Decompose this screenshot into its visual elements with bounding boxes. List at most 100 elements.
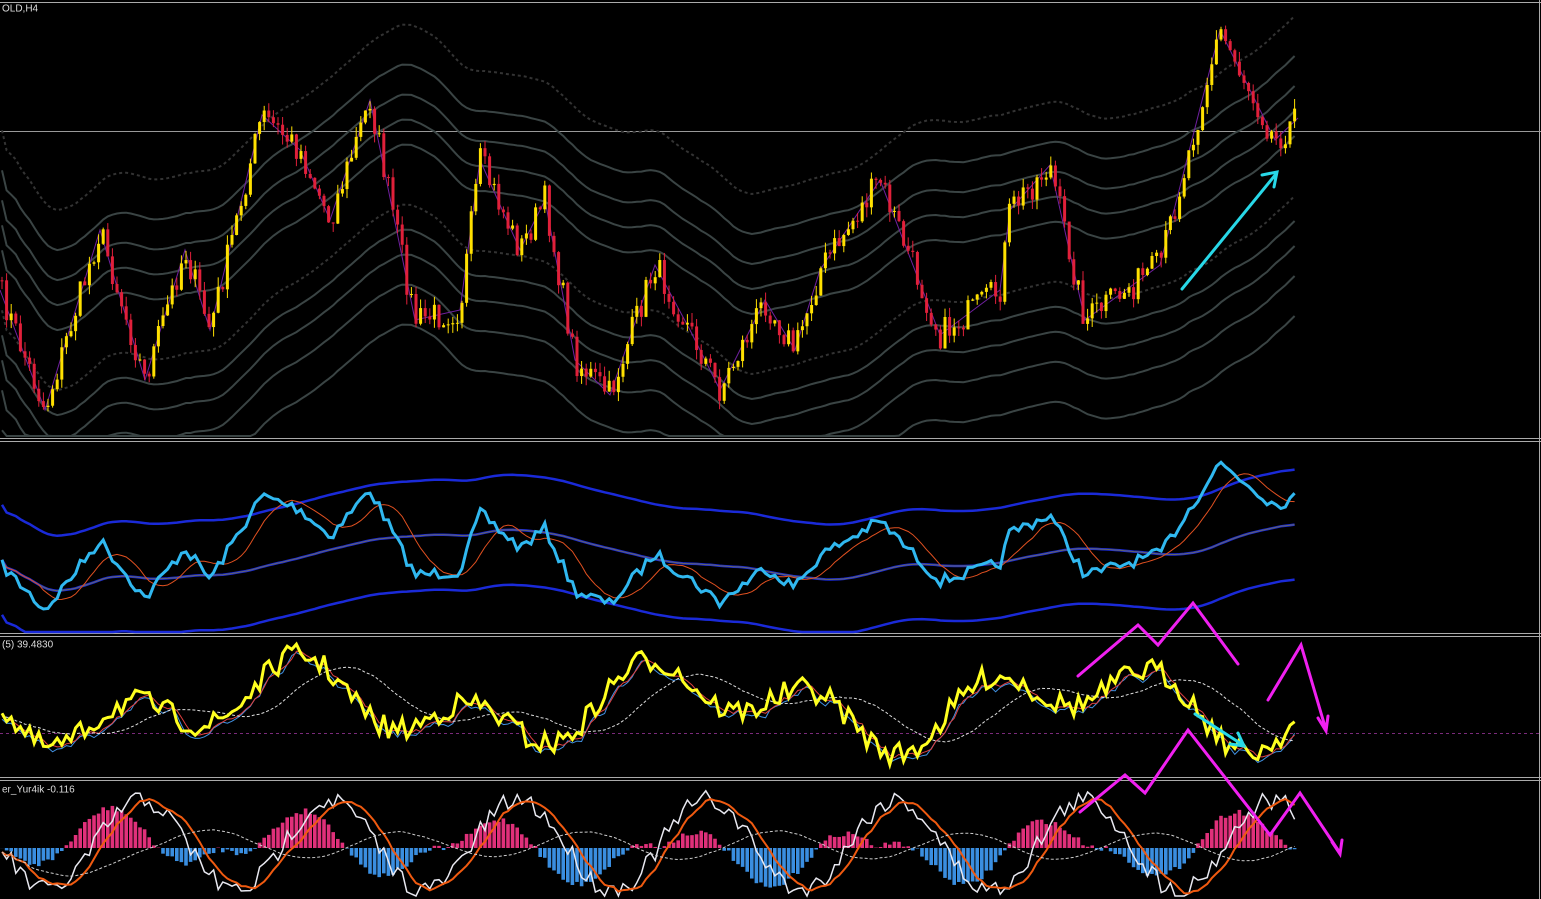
histogram-bar-up — [92, 815, 96, 848]
histogram-bar-down — [391, 848, 395, 875]
histogram-bar-up — [855, 836, 860, 848]
candle-body — [1150, 255, 1154, 269]
candle-body — [1191, 144, 1195, 151]
candle-body — [1058, 186, 1062, 197]
histogram-bar-up — [1279, 839, 1283, 848]
histogram-bar-up — [630, 845, 634, 848]
candle-body — [184, 260, 188, 264]
candle-body — [1030, 188, 1034, 200]
histogram-bar-down — [161, 848, 165, 854]
candle-body — [828, 252, 832, 254]
candle-body — [216, 286, 220, 313]
histogram-bar-up — [87, 818, 92, 848]
candle-body — [681, 321, 685, 325]
histogram-bar-down — [570, 848, 575, 885]
histogram-bar-up — [888, 844, 892, 848]
candle-body — [911, 250, 915, 252]
candle-body — [685, 322, 689, 325]
histogram-bar-up — [492, 820, 496, 848]
candle-body — [1224, 29, 1228, 42]
candle-body — [934, 324, 938, 330]
histogram-bar-down — [911, 848, 915, 851]
histogram-bar-down — [1108, 848, 1113, 852]
histogram-bar-up — [1021, 828, 1025, 848]
candle-body — [64, 336, 68, 348]
histogram-bar-down — [1159, 848, 1163, 874]
candle-body — [520, 238, 524, 256]
histogram-bar-down — [934, 848, 938, 866]
osc-orange — [1, 797, 1296, 895]
histogram-bar-down — [796, 848, 800, 874]
histogram-bar-up — [1269, 832, 1274, 848]
candle-body — [281, 124, 285, 135]
candle-body — [805, 313, 809, 327]
candle-body — [506, 212, 510, 229]
candle-body — [1099, 302, 1103, 312]
histogram-bar-up — [869, 845, 874, 848]
histogram-bar-up — [497, 821, 501, 848]
candle-body — [925, 298, 929, 313]
histogram-bar-down — [1099, 848, 1104, 851]
histogram-bar-up — [897, 841, 901, 848]
histogram-bar-down — [612, 848, 616, 859]
candle-body — [497, 183, 501, 210]
channel-line — [0, 578, 1295, 634]
candle-body — [897, 210, 901, 222]
candle-body — [543, 185, 547, 210]
candle-body — [989, 282, 993, 288]
candle-body — [83, 281, 87, 286]
candle-body — [915, 251, 919, 285]
candle-body — [920, 284, 924, 299]
histogram-bar-down — [984, 848, 989, 871]
histogram-bar-up — [262, 837, 266, 848]
histogram-bar-up — [515, 827, 519, 848]
histogram-bar-up — [460, 840, 464, 848]
histogram-bar-down — [961, 848, 966, 884]
histogram-bar-up — [1012, 840, 1016, 848]
candle-body — [377, 133, 381, 135]
candle-body — [851, 220, 855, 230]
histogram-bar-up — [704, 832, 708, 848]
histogram-bar-down — [248, 848, 253, 852]
candle-body — [423, 308, 427, 317]
histogram-bar-down — [27, 848, 32, 865]
histogram-bar-up — [1205, 833, 1209, 848]
candle-body — [796, 330, 800, 352]
histogram-bar-up — [506, 824, 510, 848]
candle-body — [152, 346, 156, 377]
histogram-bar-down — [607, 848, 611, 867]
histogram-bar-up — [1104, 846, 1108, 848]
candle-body — [446, 324, 450, 326]
candle-body — [874, 178, 878, 180]
histogram-bar-down — [579, 848, 584, 887]
candle-body — [653, 277, 657, 284]
candle-body — [253, 133, 257, 164]
candle-body — [722, 383, 726, 401]
histogram-bar-down — [405, 848, 409, 867]
candle-body — [299, 151, 303, 159]
candle-body — [147, 373, 151, 377]
candle-body — [971, 299, 975, 301]
candle-body — [156, 326, 160, 347]
candle-body — [621, 363, 625, 377]
zigzag-annotation — [1078, 727, 1344, 859]
candle-body — [883, 182, 887, 185]
candle-body — [41, 401, 45, 408]
candle-body — [814, 295, 818, 306]
candle-body — [1210, 64, 1214, 85]
histogram-bar-down — [1003, 848, 1007, 851]
candle-body — [672, 301, 676, 315]
osc-main — [0, 641, 1296, 771]
candle-body — [225, 244, 229, 290]
envelope-band — [1, 275, 1296, 437]
candle-body — [9, 313, 13, 321]
candle-body — [662, 260, 666, 294]
histogram-bar-down — [980, 848, 984, 880]
histogram-bar-up — [340, 842, 345, 848]
histogram-bar-up — [819, 843, 823, 848]
histogram-bar-down — [786, 848, 791, 879]
candle-body — [442, 325, 446, 328]
histogram-bar-down — [14, 848, 18, 857]
candle-body — [161, 315, 165, 327]
